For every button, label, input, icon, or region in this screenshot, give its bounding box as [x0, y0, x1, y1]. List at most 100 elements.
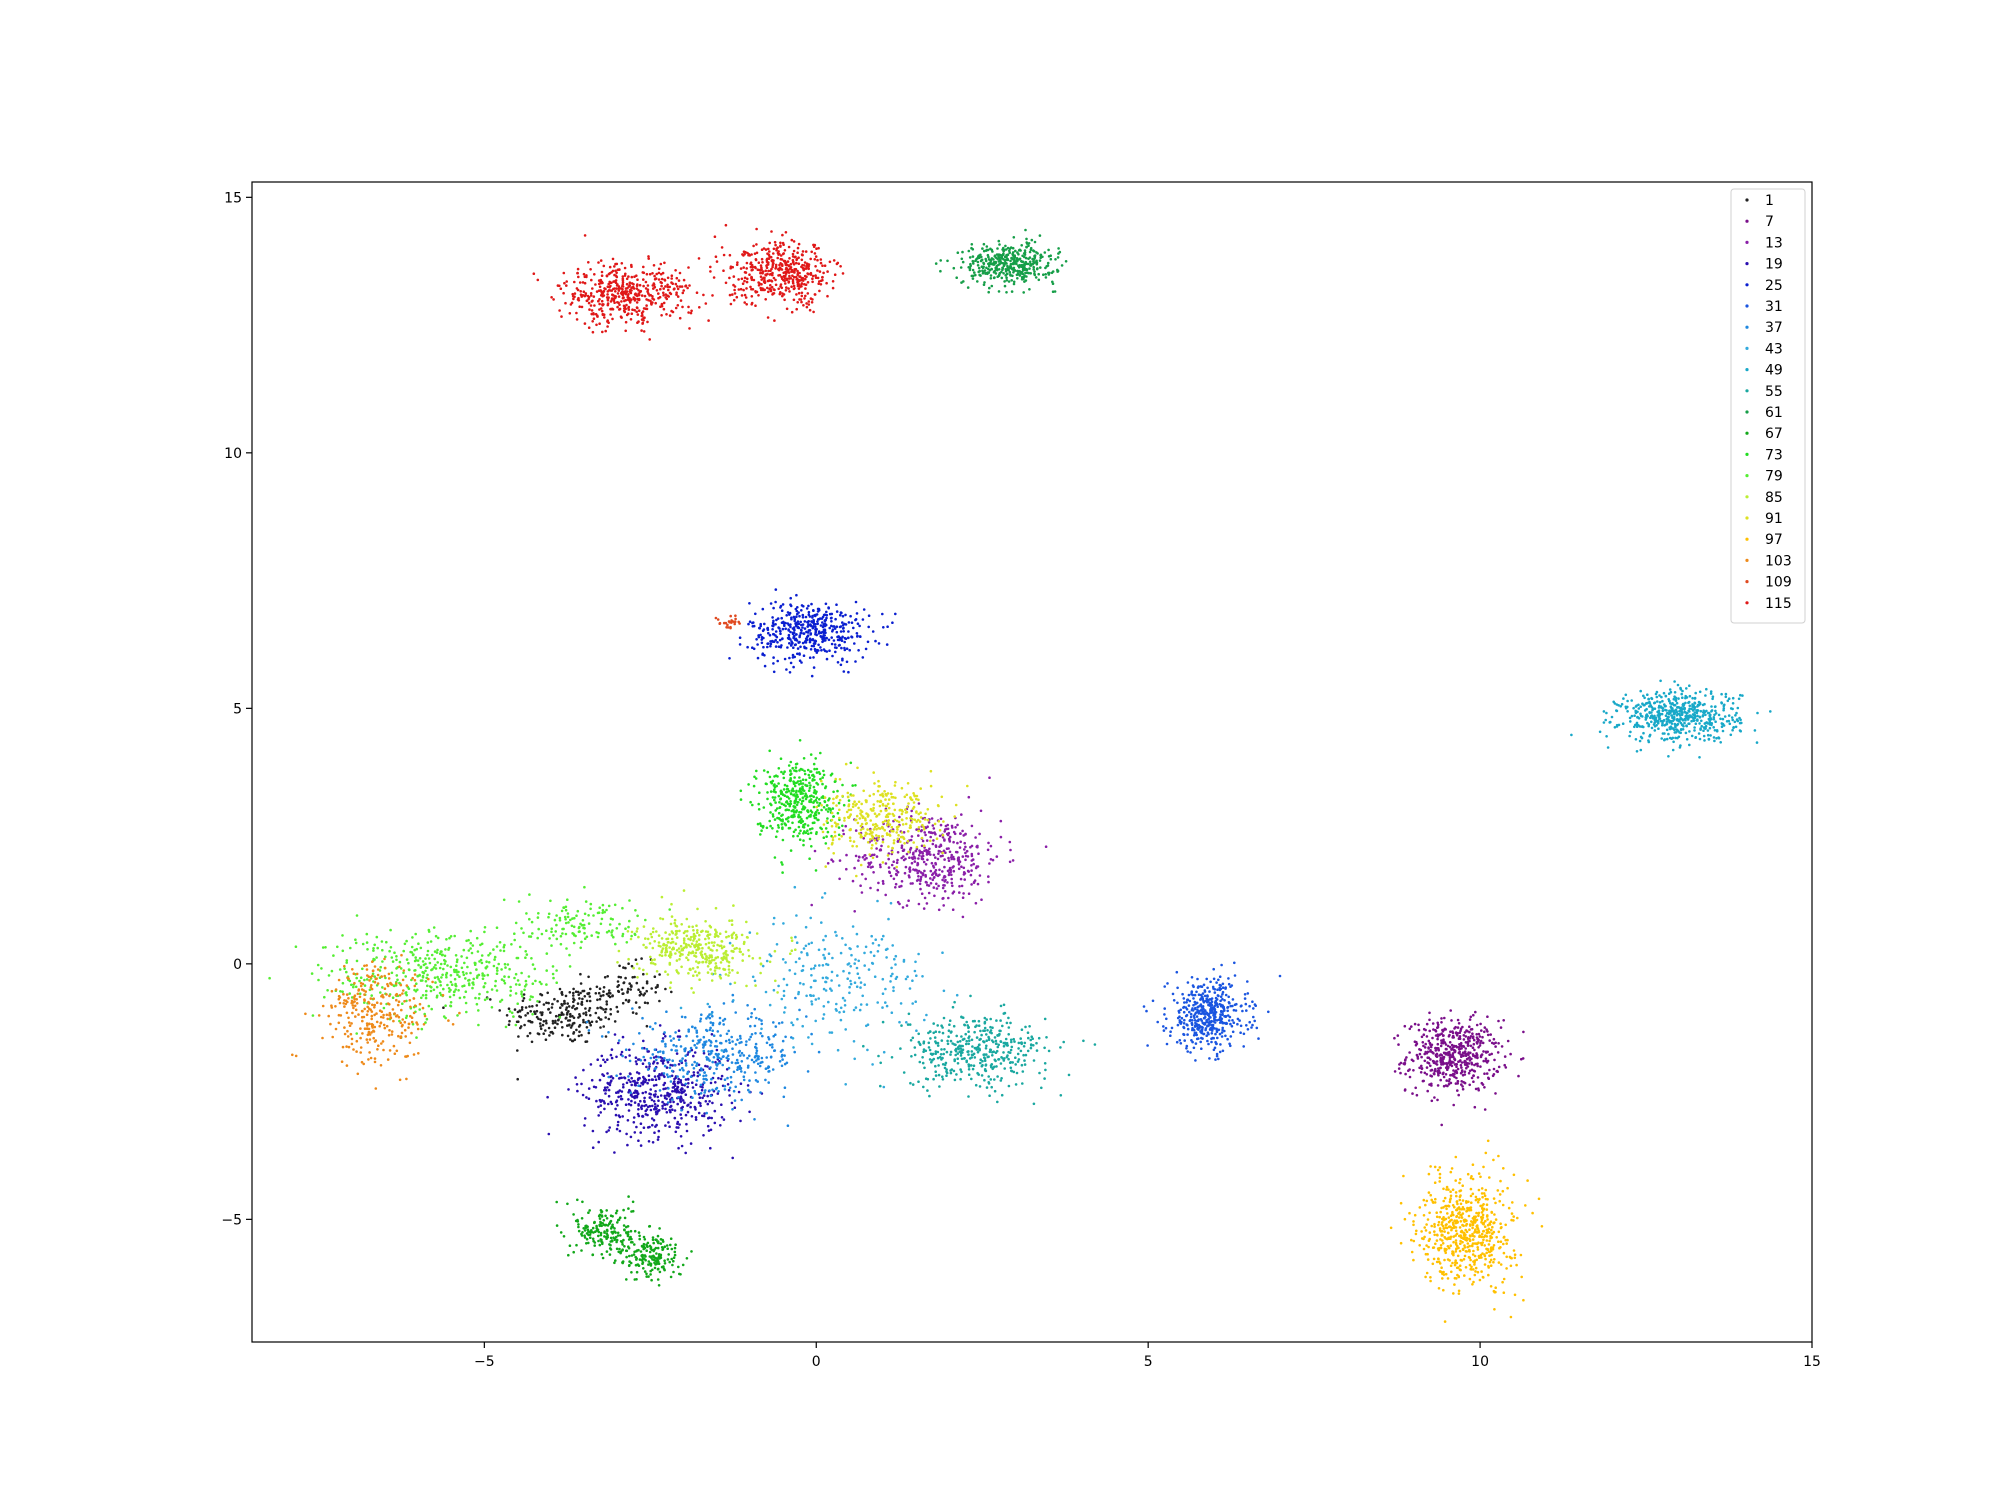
data-point	[948, 871, 951, 875]
data-point	[666, 1101, 670, 1104]
data-point	[1713, 739, 1716, 743]
data-point	[655, 1058, 658, 1062]
data-point	[783, 657, 787, 661]
data-point	[916, 861, 919, 865]
data-point	[807, 942, 811, 946]
data-point	[908, 866, 912, 869]
data-point	[595, 1224, 598, 1228]
data-point	[665, 1066, 669, 1069]
data-point	[1245, 1024, 1248, 1027]
data-point	[1728, 722, 1732, 726]
data-point	[853, 642, 856, 645]
data-point	[706, 1102, 710, 1106]
data-point	[970, 824, 974, 828]
data-point	[1433, 1060, 1436, 1063]
data-point	[695, 1062, 699, 1065]
data-point	[671, 1098, 674, 1101]
data-point	[954, 1053, 957, 1057]
data-point	[520, 1006, 524, 1009]
data-point	[838, 1011, 841, 1014]
data-point	[955, 1073, 958, 1076]
data-point	[613, 1033, 617, 1036]
data-point	[959, 1068, 962, 1071]
data-point	[768, 953, 771, 956]
data-point	[985, 1044, 988, 1048]
data-point	[671, 1064, 674, 1067]
data-point	[1012, 282, 1016, 286]
data-point	[586, 992, 589, 995]
data-point	[1226, 1037, 1229, 1041]
data-point	[1038, 259, 1042, 262]
data-point	[1659, 719, 1663, 723]
data-point	[769, 644, 772, 648]
data-point	[723, 1084, 727, 1088]
data-point	[604, 1016, 607, 1019]
data-point	[687, 1030, 690, 1033]
data-point	[1013, 258, 1016, 262]
data-point	[1025, 245, 1028, 249]
data-point	[613, 1020, 617, 1023]
data-point	[978, 874, 982, 877]
data-point	[576, 990, 580, 994]
data-point	[1002, 1044, 1006, 1048]
data-point	[1698, 737, 1702, 741]
data-point	[643, 1058, 647, 1062]
data-point	[1017, 1041, 1021, 1045]
data-point	[828, 626, 831, 630]
data-point	[1671, 727, 1674, 730]
data-point	[691, 1039, 695, 1043]
data-point	[798, 653, 801, 656]
data-point	[699, 1067, 703, 1070]
data-point	[1239, 1024, 1243, 1028]
data-point	[1673, 717, 1676, 721]
data-point	[845, 647, 849, 650]
data-point	[797, 622, 801, 626]
data-point	[516, 1010, 520, 1014]
data-point	[803, 620, 807, 623]
data-point	[629, 1103, 633, 1107]
data-point	[1657, 727, 1660, 730]
data-point	[539, 1018, 542, 1021]
data-point	[772, 988, 776, 992]
data-point	[606, 1234, 609, 1237]
data-point	[714, 1081, 717, 1084]
data-point	[761, 964, 765, 968]
data-point	[547, 1132, 551, 1136]
data-point	[1677, 718, 1680, 722]
data-point	[946, 1039, 949, 1043]
data-point	[828, 1031, 832, 1034]
data-point	[900, 880, 904, 883]
data-point	[1219, 1043, 1222, 1046]
data-point	[1207, 1042, 1210, 1046]
data-point	[668, 1066, 672, 1070]
data-point	[691, 1025, 694, 1029]
data-point	[906, 975, 909, 978]
data-point	[1002, 1051, 1005, 1054]
data-point	[1193, 1013, 1197, 1016]
data-point	[817, 1050, 821, 1054]
data-point	[906, 1023, 910, 1026]
data-point	[1049, 257, 1053, 261]
data-point	[941, 854, 944, 858]
data-point	[653, 1102, 657, 1106]
data-point	[928, 1094, 931, 1098]
data-point	[641, 1091, 645, 1095]
data-point	[822, 634, 825, 637]
data-point	[911, 857, 915, 861]
data-point	[541, 1011, 544, 1014]
data-point	[1466, 1040, 1470, 1043]
data-point	[1732, 726, 1735, 729]
data-point	[739, 1054, 742, 1057]
data-point	[738, 643, 742, 646]
data-point	[943, 858, 946, 861]
data-point	[1628, 734, 1631, 738]
data-point	[540, 993, 544, 997]
data-point	[634, 958, 638, 961]
data-point	[732, 999, 735, 1002]
data-point	[856, 634, 859, 638]
data-point	[928, 1048, 932, 1052]
data-point	[591, 1253, 595, 1256]
data-point	[756, 656, 760, 660]
data-point	[703, 1112, 706, 1115]
data-point	[1014, 1083, 1018, 1086]
